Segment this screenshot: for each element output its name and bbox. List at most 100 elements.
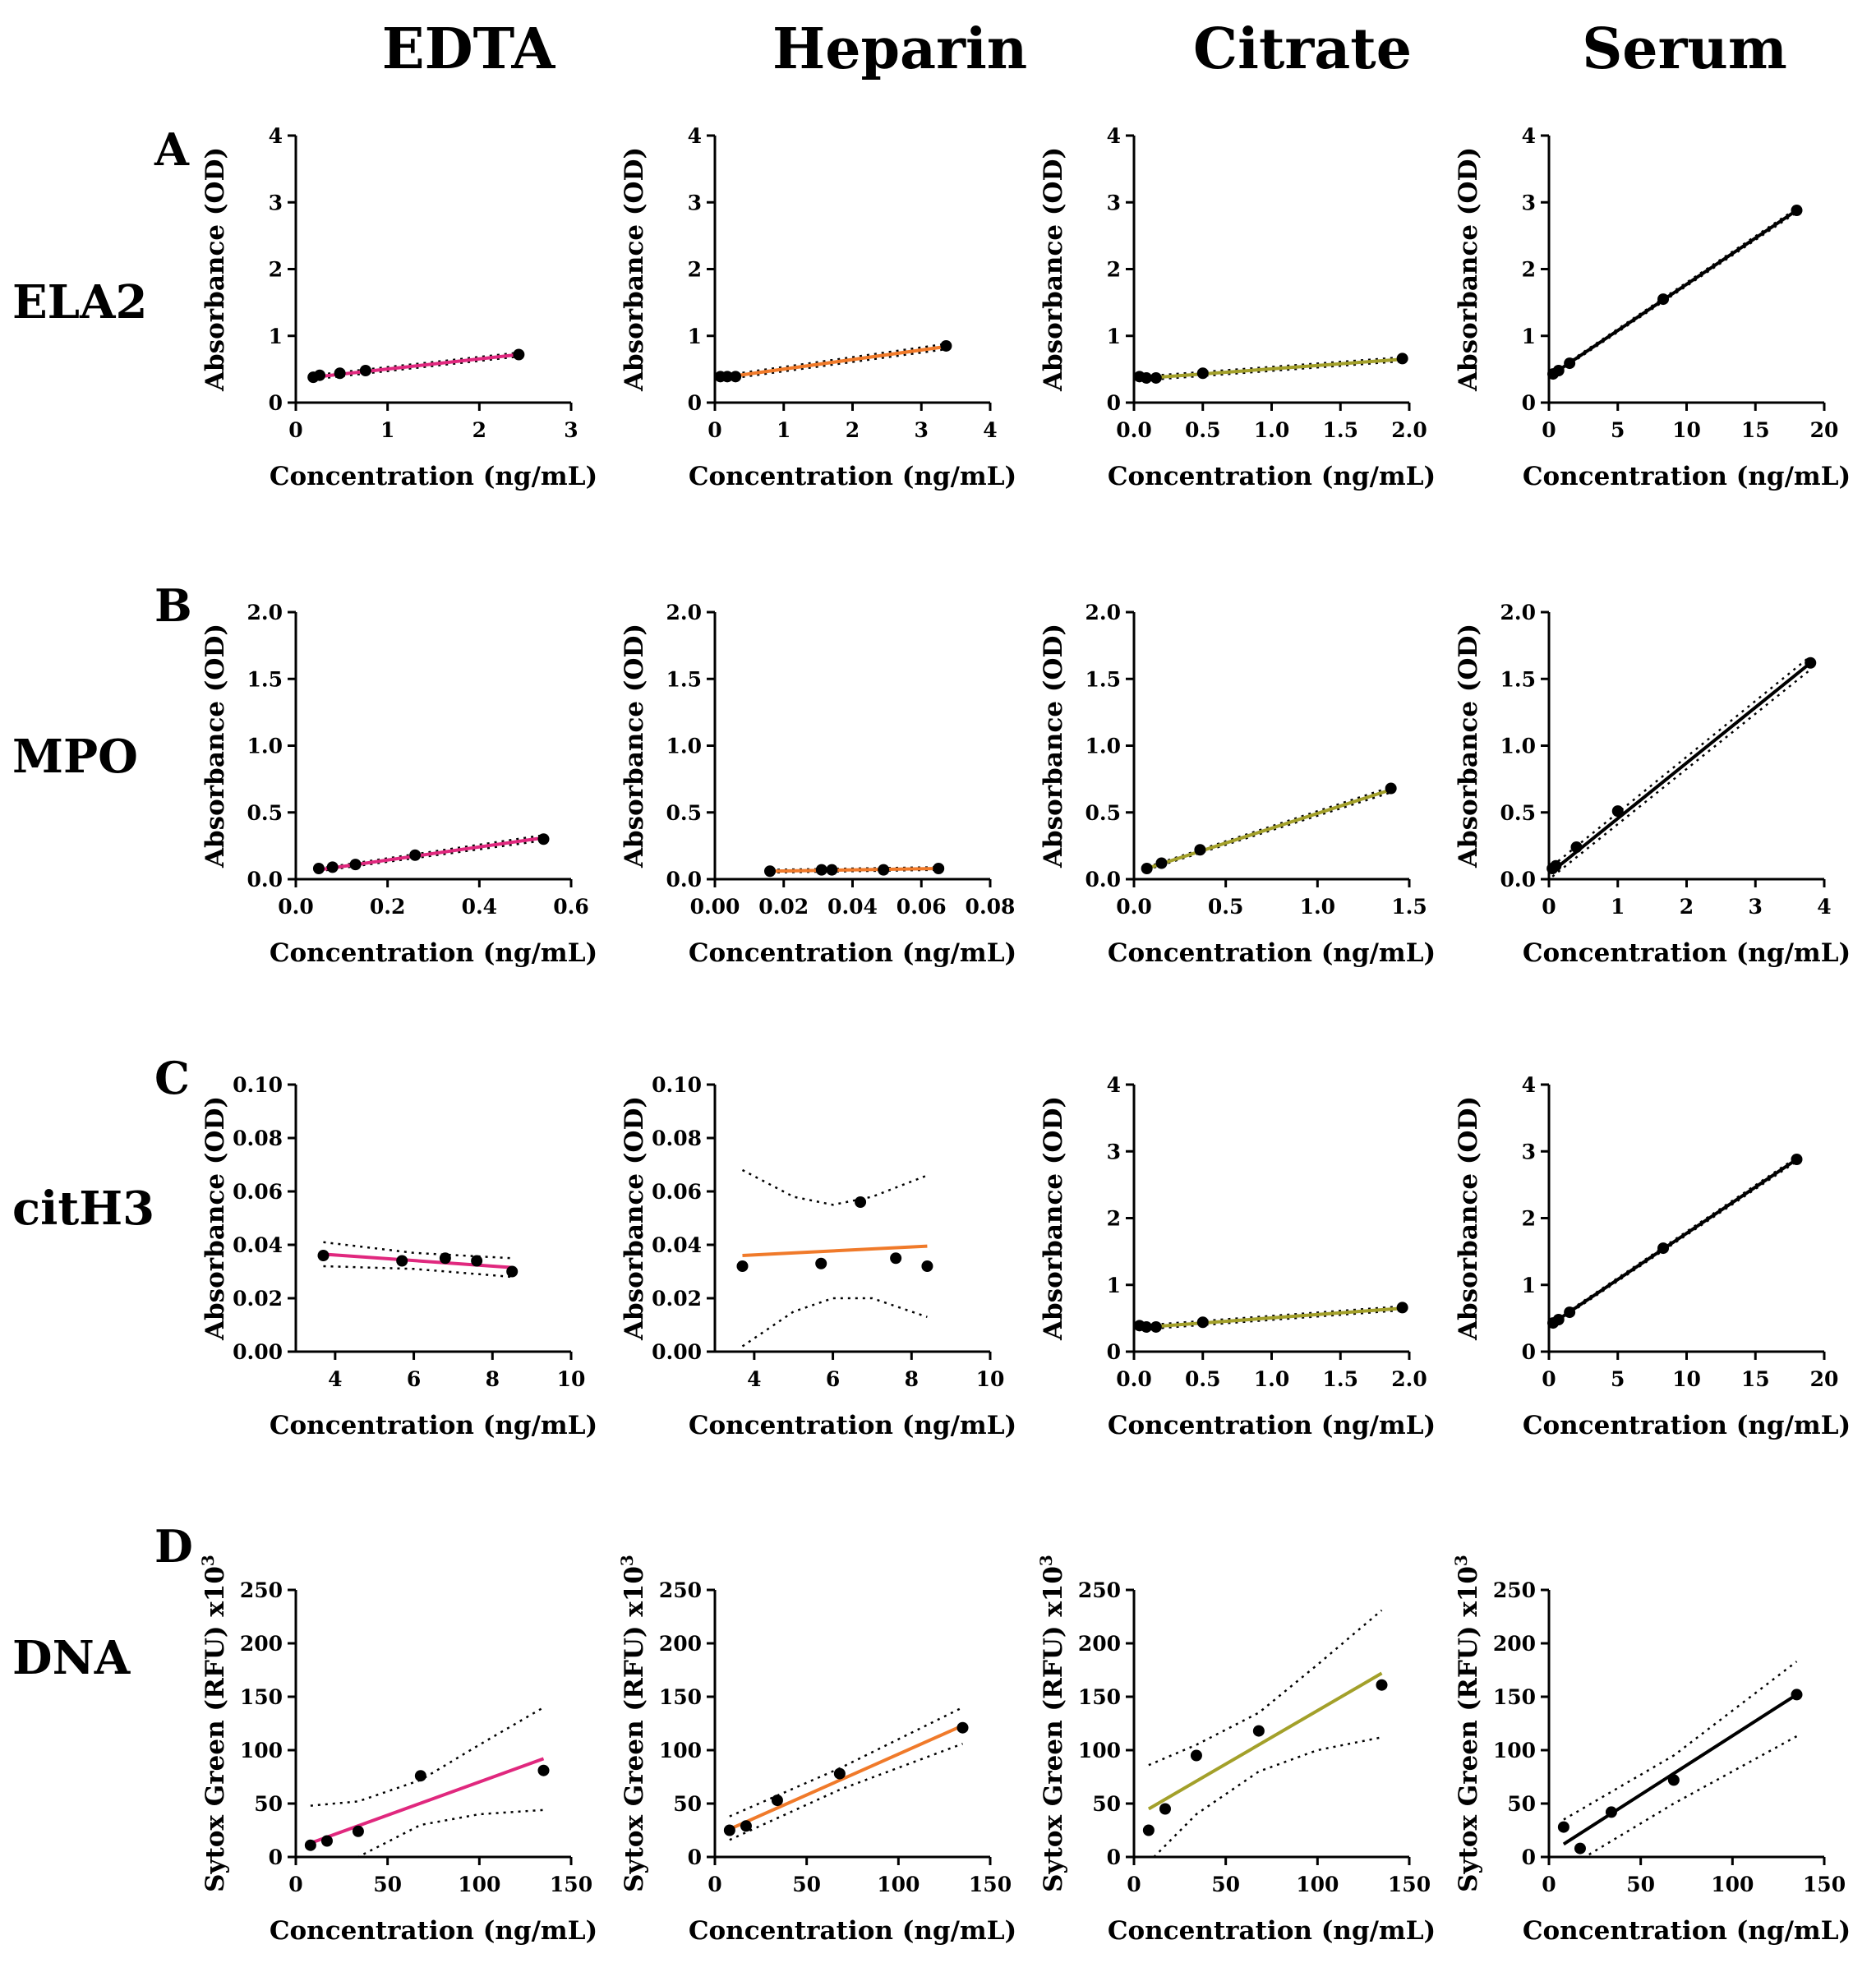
x-tick-label: 4 [983, 418, 997, 442]
x-tick-label: 15 [1741, 1367, 1770, 1391]
y-tick-label: 0.04 [233, 1233, 283, 1257]
x-tick-label: 0.06 [897, 895, 947, 919]
y-axis-label: Sytox Green (RFU) x103 [198, 1555, 230, 1892]
data-point [1194, 844, 1206, 856]
regression-line [310, 1757, 545, 1845]
x-tick-label: 10 [976, 1367, 1005, 1391]
y-axis-label: Absorbance (OD) [1039, 1096, 1068, 1341]
data-point [312, 863, 325, 874]
x-tick-label: 0 [708, 418, 721, 442]
regression-line [312, 352, 519, 380]
y-tick-label: 0.10 [233, 1073, 283, 1097]
y-tick-label: 4 [1522, 124, 1536, 148]
y-tick-label: 4 [688, 124, 702, 148]
x-tick-label: 1 [777, 418, 791, 442]
x-axis-label: Concentration (ng/mL) [1523, 1916, 1851, 1946]
y-tick-label: 0.0 [1500, 868, 1537, 892]
data-point [740, 1820, 752, 1832]
x-axis-label: Concentration (ng/mL) [1108, 462, 1436, 491]
y-tick-label: 0.10 [652, 1073, 702, 1097]
y-tick-label: 0 [1107, 391, 1121, 415]
ci-lower-band [1146, 791, 1392, 871]
x-tick-label: 10 [557, 1367, 586, 1391]
data-point [537, 1764, 550, 1776]
y-axis-label: Absorbance (OD) [201, 624, 230, 869]
chart-c-citrate: 0 1 2 3 4 0.0 0.5 1.0 1.5 2.0 Concentration (ng/mL… [1039, 1073, 1436, 1440]
data-point [396, 1255, 408, 1267]
row-label-dna: DNA [12, 1631, 131, 1685]
y-tick-label: 0 [688, 391, 702, 415]
x-tick-label: 1.0 [1254, 418, 1290, 442]
y-tick-label: 2 [1522, 258, 1536, 282]
y-tick-label: 150 [240, 1685, 283, 1709]
y-tick-label: 0.02 [233, 1287, 283, 1311]
x-tick-label: 1.0 [1300, 895, 1336, 919]
x-axis-label: Concentration (ng/mL) [270, 1411, 597, 1440]
ci-upper-band [720, 343, 947, 377]
y-tick-label: 2 [1107, 1207, 1121, 1231]
chart-d-heparin: 0 50 100 150 200 250 0 50 100 150 Concentration (n… [617, 1555, 1016, 1946]
chart-a-heparin: 0 1 2 3 4 0 1 2 3 4 Concentration (ng/mL) Absorbanc… [620, 124, 1016, 491]
column-header-edta: EDTA [381, 16, 555, 82]
y-tick-label: 50 [1092, 1792, 1121, 1816]
data-point [1150, 371, 1162, 384]
ci-upper-band [1139, 1305, 1403, 1327]
y-tick-label: 0.08 [652, 1127, 702, 1150]
ci-lower-band [1139, 1309, 1403, 1331]
x-tick-label: 100 [877, 1873, 920, 1896]
y-tick-label: 1.0 [247, 735, 283, 758]
x-tick-label: 100 [1296, 1873, 1339, 1896]
x-axis-label: Concentration (ng/mL) [1108, 1916, 1436, 1946]
x-tick-label: 20 [1810, 418, 1839, 442]
x-tick-label: 150 [969, 1873, 1012, 1896]
y-tick-label: 150 [1078, 1685, 1121, 1709]
x-tick-label: 0.6 [553, 895, 589, 919]
regression-line [729, 1724, 964, 1831]
x-tick-label: 150 [1388, 1873, 1431, 1896]
data-point [304, 1839, 316, 1851]
x-tick-label: 0.0 [1116, 895, 1152, 919]
chart-d-edta: 0 50 100 150 200 250 0 50 100 150 Concentration (n… [198, 1555, 597, 1946]
x-tick-label: 8 [486, 1367, 500, 1391]
data-point [1791, 205, 1803, 216]
y-axis-label: Absorbance (OD) [620, 624, 649, 869]
y-tick-label: 2.0 [666, 601, 703, 624]
data-point [537, 833, 550, 845]
data-point [1805, 657, 1817, 669]
x-tick-label: 3 [564, 418, 578, 442]
x-tick-label: 2 [1680, 895, 1694, 919]
y-tick-label: 3 [269, 191, 283, 214]
y-tick-label: 250 [1078, 1578, 1121, 1602]
y-axis-label: Absorbance (OD) [1039, 624, 1068, 869]
y-tick-label: 1 [1522, 325, 1536, 348]
x-tick-label: 50 [373, 1873, 402, 1896]
data-point [921, 1260, 933, 1272]
y-tick-label: 50 [1507, 1792, 1536, 1816]
x-axis-label: Concentration (ng/mL) [689, 462, 1016, 491]
y-axis-label: Sytox Green (RFU) x103 [1451, 1555, 1483, 1892]
data-point [1252, 1725, 1265, 1737]
x-tick-label: 8 [905, 1367, 919, 1391]
column-header-serum: Serum [1582, 16, 1787, 82]
y-tick-label: 0.00 [233, 1340, 283, 1364]
data-point [826, 864, 838, 876]
row-label-cith3: citH3 [12, 1182, 155, 1236]
y-tick-label: 2.0 [247, 601, 283, 624]
y-axis-label: Absorbance (OD) [1454, 147, 1483, 392]
x-tick-label: 0.00 [690, 895, 740, 919]
x-tick-label: 3 [1749, 895, 1763, 919]
chart-b-edta: 0.0 0.5 1.0 1.5 2.0 0.0 0.2 0.4 0.6 Concentration… [201, 601, 597, 968]
y-tick-label: 250 [659, 1578, 702, 1602]
data-point [1376, 1679, 1388, 1691]
data-point [506, 1265, 519, 1278]
x-tick-label: 1.5 [1391, 895, 1427, 919]
x-tick-label: 0.04 [827, 895, 878, 919]
y-tick-label: 100 [1078, 1739, 1121, 1762]
y-tick-label: 2 [688, 258, 702, 282]
y-tick-label: 0.02 [652, 1287, 702, 1311]
data-point [764, 865, 776, 878]
y-tick-label: 0.04 [652, 1233, 702, 1257]
data-point [878, 864, 890, 876]
ci-lower-band [1139, 360, 1403, 382]
data-point [1396, 1302, 1408, 1314]
